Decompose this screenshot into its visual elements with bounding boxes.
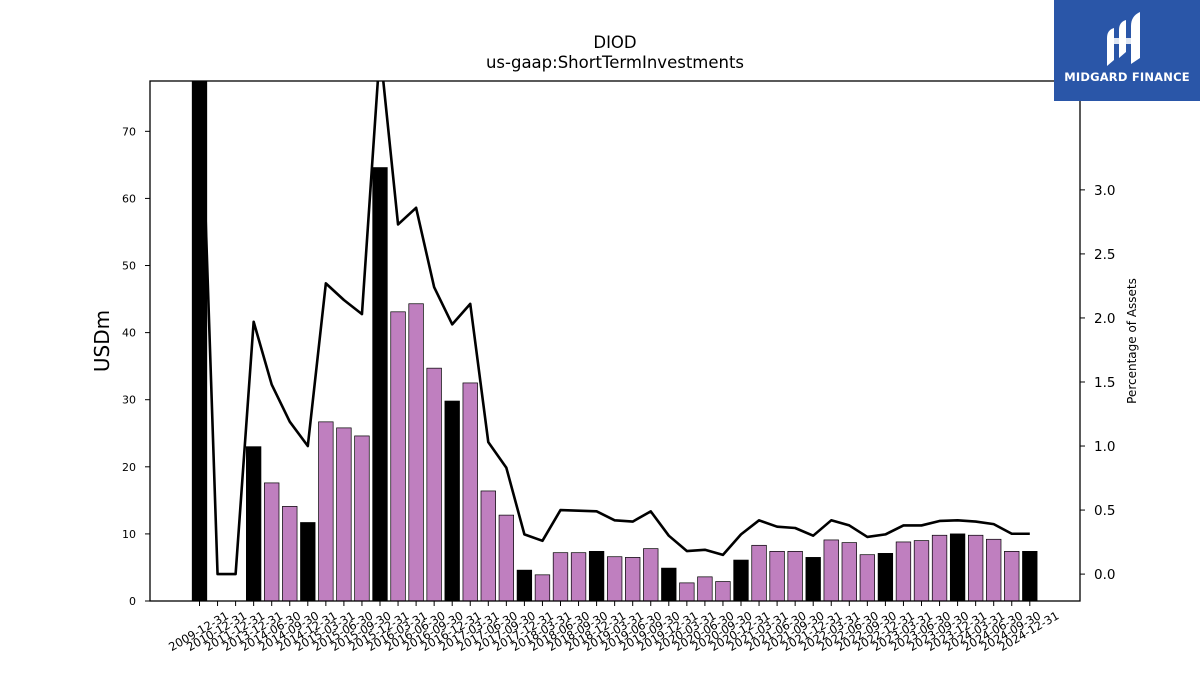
- y-tick-label: 60: [122, 192, 136, 205]
- bar-2017-09-30: [498, 514, 514, 601]
- percentage-of-assets-line: [199, 81, 1030, 576]
- bar-2019-06-30: [625, 557, 641, 601]
- y2-tick-label: 2.5: [1094, 247, 1115, 263]
- bar-2022-06-30: [841, 542, 857, 601]
- bar-2024-06-30: [986, 538, 1002, 601]
- y-tick-label: 50: [122, 260, 136, 273]
- y2-tick-label: 1.0: [1094, 439, 1115, 455]
- bar-2020-03-31: [679, 582, 695, 601]
- y-axis-left: 0 10 20 30 40 50 60 70: [122, 125, 150, 608]
- y-tick-label: 20: [122, 461, 136, 474]
- bar-2016-12-31: [444, 400, 460, 601]
- bar-2020-06-30: [697, 576, 713, 601]
- y-tick-label: 30: [122, 394, 136, 407]
- y2-tick-label: 0.5: [1094, 503, 1115, 519]
- bar-2015-09-30: [354, 435, 370, 601]
- y-tick-label: 70: [122, 125, 136, 138]
- bar-2021-09-30: [787, 550, 803, 601]
- bar-2020-12-31: [733, 559, 749, 601]
- logo-text: MIDGARD FINANCE: [1064, 70, 1190, 84]
- bar-2017-12-31: [516, 569, 533, 601]
- logo-mark-icon: [1107, 12, 1140, 66]
- bar-2020-09-30: [715, 581, 731, 601]
- bar-2015-12-31: [372, 167, 388, 601]
- bar-2022-12-31: [877, 553, 894, 601]
- bar-2021-12-31: [805, 557, 821, 601]
- bar-2024-03-31: [967, 534, 984, 601]
- y2-axis-label: Percentage of Assets: [1125, 278, 1139, 404]
- bar-2023-03-31: [895, 541, 912, 601]
- bar-2022-03-31: [823, 539, 839, 601]
- bar-2013-12-31: [246, 446, 262, 601]
- bar-2019-12-31: [661, 567, 677, 601]
- bar-2015-03-31: [318, 421, 334, 601]
- bar-2019-09-30: [643, 548, 659, 601]
- bar-2024-09-30: [1004, 550, 1020, 601]
- y-tick-label: 10: [122, 528, 136, 541]
- bar-2023-06-30: [913, 540, 930, 601]
- bar-2014-06-30: [264, 482, 280, 601]
- bar-2023-12-31: [949, 533, 966, 601]
- bar-2018-09-30: [570, 552, 587, 601]
- y2-tick-label: 0.0: [1094, 567, 1115, 583]
- bar-2023-09-30: [931, 534, 948, 601]
- bar-2018-06-30: [552, 552, 569, 601]
- line-series: [199, 81, 1030, 576]
- bar-2019-03-31: [606, 556, 623, 601]
- bar-2017-06-30: [480, 490, 496, 601]
- bar-2021-06-30: [769, 550, 785, 601]
- bar-2014-12-31: [300, 522, 316, 601]
- y2-tick-label: 2.0: [1094, 311, 1115, 327]
- y-tick-label: 40: [122, 327, 136, 340]
- chart-subtitle: us-gaap:ShortTermInvestments: [486, 53, 744, 72]
- bar-series: [191, 81, 1038, 601]
- bar-2017-03-31: [462, 382, 478, 601]
- y2-tick-label: 3.0: [1094, 183, 1115, 199]
- bar-2018-12-31: [588, 550, 605, 601]
- bar-2018-03-31: [534, 574, 551, 601]
- chart-title: DIOD: [593, 33, 636, 52]
- y2-tick-label: 1.5: [1094, 375, 1115, 391]
- y-tick-label: 0: [129, 595, 136, 608]
- bar-2024-12-31: [1022, 550, 1038, 601]
- bar-2016-03-31: [390, 311, 406, 601]
- bar-2021-03-31: [751, 544, 767, 601]
- y-axis-right: 0.0 0.5 1.0 1.5 2.0 2.5 3.0: [1080, 183, 1115, 583]
- bar-2016-06-30: [408, 303, 424, 601]
- x-axis: 2009-12-312010-12-312011-12-312013-12-31…: [166, 601, 1061, 654]
- midgard-finance-logo: MIDGARD FINANCE: [1054, 0, 1200, 101]
- bar-2014-09-30: [282, 506, 298, 601]
- bar-2022-09-30: [859, 554, 875, 601]
- y-axis-label: USDm: [90, 310, 114, 372]
- bar-2015-06-30: [336, 427, 352, 601]
- bar-2016-09-30: [426, 367, 442, 601]
